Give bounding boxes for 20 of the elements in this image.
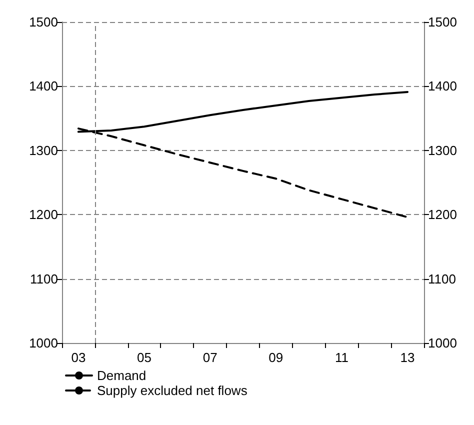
x-tick-label: 03 xyxy=(71,350,86,365)
x-tick-label: 09 xyxy=(268,350,284,365)
y2-tick-label: 1400 xyxy=(428,78,457,94)
y-tick-label: 1300 xyxy=(29,142,58,158)
y2-tick-label: 1500 xyxy=(428,14,457,30)
legend-label: Demand xyxy=(97,368,146,383)
y-tick-label: 1000 xyxy=(29,336,58,350)
y2-tick-label: 1200 xyxy=(428,207,457,222)
y2-tick-label: 1000 xyxy=(428,336,457,350)
y-tick-label: 1100 xyxy=(30,271,58,286)
legend-label: Supply excluded net flows xyxy=(97,383,248,398)
x-tick-label: 05 xyxy=(137,350,152,365)
y-tick-label: 1400 xyxy=(29,78,58,94)
x-tick-label: 11 xyxy=(334,350,348,365)
y2-tick-label: 1100 xyxy=(428,271,456,286)
y-tick-label: 1200 xyxy=(29,207,58,222)
x-tick-label: 13 xyxy=(400,350,415,365)
y2-tick-label: 1300 xyxy=(428,142,457,158)
y-tick-label: 1500 xyxy=(29,14,58,30)
x-tick-label: 07 xyxy=(202,350,218,365)
